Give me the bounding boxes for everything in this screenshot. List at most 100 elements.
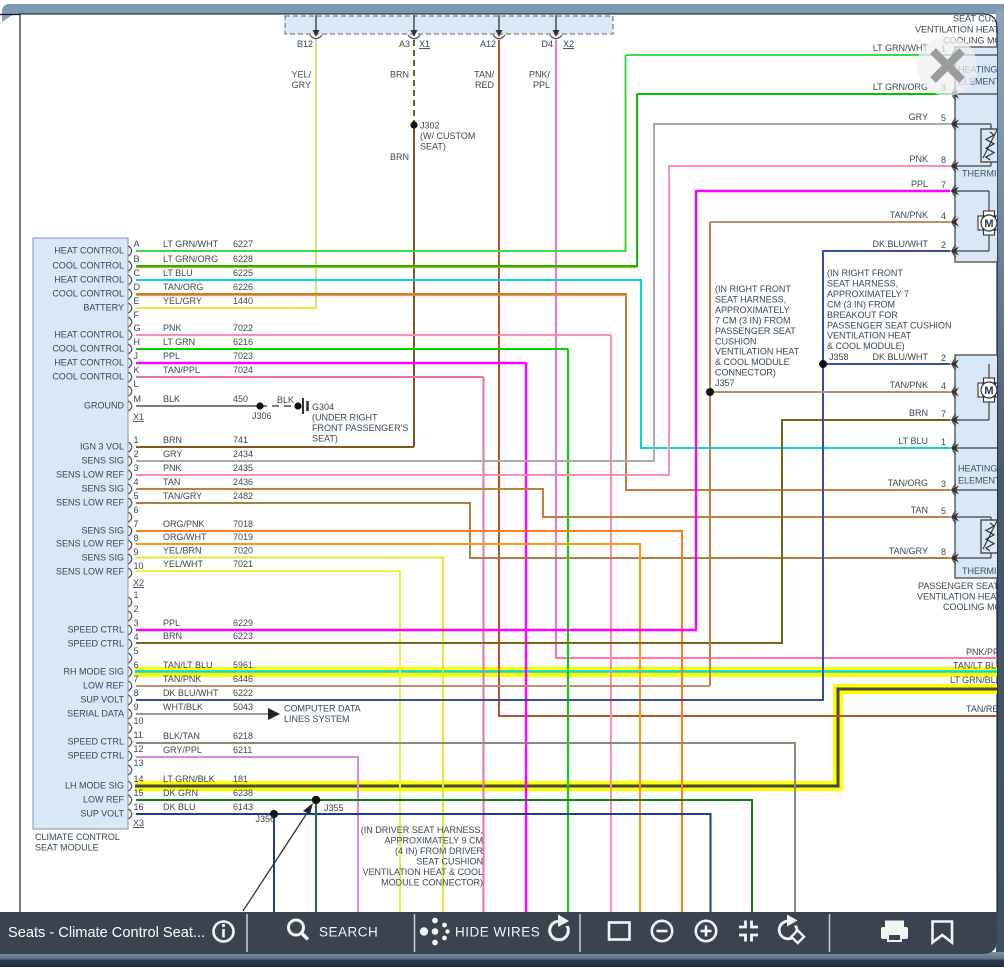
- svg-text:(UNDER RIGHT: (UNDER RIGHT: [312, 413, 378, 423]
- svg-text:DK GRN: DK GRN: [163, 788, 198, 798]
- svg-text:2: 2: [941, 240, 946, 250]
- svg-text:2482: 2482: [233, 491, 253, 501]
- svg-text:6: 6: [134, 660, 139, 670]
- svg-text:SENS SIG: SENS SIG: [81, 553, 124, 563]
- svg-text:G: G: [134, 323, 141, 333]
- svg-text:3: 3: [134, 618, 139, 628]
- svg-text:10: 10: [134, 716, 144, 726]
- svg-text:COOL CONTROL: COOL CONTROL: [52, 372, 124, 382]
- svg-text:2434: 2434: [233, 449, 253, 459]
- svg-text:GRY/PPL: GRY/PPL: [163, 745, 202, 755]
- svg-text:(4 IN) FROM DRIVER: (4 IN) FROM DRIVER: [395, 846, 484, 856]
- svg-text:LT GRN: LT GRN: [163, 337, 195, 347]
- svg-text:LOW REF: LOW REF: [83, 681, 125, 691]
- svg-text:RED: RED: [475, 80, 495, 90]
- svg-text:PPL: PPL: [163, 618, 180, 628]
- svg-text:PASSENGER SEAT B: PASSENGER SEAT B: [918, 581, 1004, 591]
- svg-text:TAN/GRY: TAN/GRY: [163, 491, 202, 501]
- svg-text:SENS SIG: SENS SIG: [81, 526, 124, 536]
- svg-text:J356: J356: [255, 814, 275, 824]
- svg-text:A: A: [134, 239, 140, 249]
- svg-text:BLK: BLK: [163, 394, 180, 404]
- svg-text:8: 8: [134, 533, 139, 543]
- svg-text:M: M: [984, 218, 993, 230]
- svg-text:COMPUTER DATA: COMPUTER DATA: [284, 704, 361, 714]
- svg-text:DK BLU: DK BLU: [163, 802, 196, 812]
- svg-text:ELEMENT: ELEMENT: [958, 476, 1001, 486]
- svg-text:7018: 7018: [233, 519, 253, 529]
- svg-text:SERIAL DATA: SERIAL DATA: [67, 709, 124, 719]
- svg-text:B12: B12: [297, 39, 313, 49]
- svg-text:TAN/PNK: TAN/PNK: [163, 674, 201, 684]
- svg-text:TAN: TAN: [911, 505, 928, 515]
- svg-text:5: 5: [134, 491, 139, 501]
- svg-text:BRN: BRN: [163, 435, 182, 445]
- svg-text:SPEED CTRL: SPEED CTRL: [67, 751, 124, 761]
- svg-text:DK BLU/WHT: DK BLU/WHT: [872, 239, 928, 249]
- svg-text:SENS LOW REF: SENS LOW REF: [56, 470, 125, 480]
- svg-text:16: 16: [134, 802, 144, 812]
- svg-text:APPROXIMATELY 7: APPROXIMATELY 7: [827, 289, 909, 299]
- svg-text:ELEMENT: ELEMENT: [958, 77, 1001, 87]
- svg-text:D: D: [134, 282, 141, 292]
- svg-text:SENS LOW REF: SENS LOW REF: [56, 539, 125, 549]
- svg-text:12: 12: [134, 744, 144, 754]
- svg-text:4: 4: [941, 381, 946, 391]
- svg-text:7: 7: [941, 180, 946, 190]
- svg-text:TAN/PPL: TAN/PPL: [163, 365, 200, 375]
- svg-text:14: 14: [134, 774, 144, 784]
- svg-text:SPEED CTRL: SPEED CTRL: [67, 625, 124, 635]
- svg-text:PNK: PNK: [163, 323, 182, 333]
- svg-text:(IN DRIVER SEAT HARNESS,: (IN DRIVER SEAT HARNESS,: [361, 825, 483, 835]
- svg-text:9: 9: [134, 702, 139, 712]
- svg-text:6: 6: [134, 505, 139, 515]
- svg-text:J355: J355: [324, 803, 344, 813]
- svg-text:SUP VOLT: SUP VOLT: [80, 695, 124, 705]
- svg-text:BRN: BRN: [163, 631, 182, 641]
- svg-text:LT GRN/WHT: LT GRN/WHT: [163, 239, 219, 249]
- svg-text:E: E: [134, 296, 140, 306]
- svg-text:6223: 6223: [233, 631, 253, 641]
- svg-text:SEARCH: SEARCH: [319, 925, 378, 940]
- svg-text:BREAKOUT FOR: BREAKOUT FOR: [827, 310, 898, 320]
- svg-text:1440: 1440: [233, 296, 253, 306]
- svg-text:PASSENGER SEAT: PASSENGER SEAT: [715, 326, 796, 336]
- svg-text:M: M: [134, 394, 142, 404]
- svg-text:15: 15: [134, 788, 144, 798]
- svg-text:BRN: BRN: [909, 408, 928, 418]
- svg-text:TAN/LT BLU: TAN/LT BLU: [953, 661, 1003, 671]
- svg-text:A12: A12: [480, 39, 496, 49]
- svg-text:YEL/: YEL/: [291, 70, 311, 80]
- svg-text:SENS SIG: SENS SIG: [81, 484, 124, 494]
- svg-text:VENTILATION HEAT & COOL: VENTILATION HEAT & COOL: [362, 867, 483, 877]
- svg-text:4: 4: [134, 632, 139, 642]
- svg-text:SEAT): SEAT): [312, 434, 338, 444]
- svg-text:7022: 7022: [233, 323, 253, 333]
- svg-text:181: 181: [233, 774, 248, 784]
- svg-text:2435: 2435: [233, 463, 253, 473]
- svg-text:7020: 7020: [233, 546, 253, 556]
- svg-text:6211: 6211: [233, 745, 252, 755]
- svg-text:6226: 6226: [233, 282, 253, 292]
- svg-text:LT GRN/ORG: LT GRN/ORG: [163, 254, 218, 264]
- svg-text:SENS SIG: SENS SIG: [81, 456, 124, 466]
- svg-text:LT BLU: LT BLU: [163, 268, 193, 278]
- svg-text:7: 7: [134, 674, 139, 684]
- svg-text:LT BLU: LT BLU: [898, 436, 928, 446]
- svg-text:DK BLU/WHT: DK BLU/WHT: [163, 688, 219, 698]
- svg-text:YEL/BRN: YEL/BRN: [163, 546, 202, 556]
- svg-text:HEATING: HEATING: [958, 464, 997, 474]
- svg-text:6216: 6216: [233, 337, 253, 347]
- svg-text:YEL/WHT: YEL/WHT: [163, 559, 204, 569]
- svg-text:B: B: [134, 254, 140, 264]
- svg-text:LT GRN/ORG: LT GRN/ORG: [873, 82, 928, 92]
- svg-text:X3: X3: [133, 818, 144, 828]
- svg-text:PNK: PNK: [163, 463, 182, 473]
- svg-text:8: 8: [941, 155, 946, 165]
- svg-text:13: 13: [134, 758, 144, 768]
- svg-text:SPEED CTRL: SPEED CTRL: [67, 737, 124, 747]
- svg-text:LH MODE SIG: LH MODE SIG: [65, 781, 124, 791]
- svg-text:11: 11: [134, 730, 143, 740]
- svg-text:(IN RIGHT FRONT: (IN RIGHT FRONT: [715, 284, 791, 294]
- svg-text:SEAT HARNESS,: SEAT HARNESS,: [827, 278, 898, 288]
